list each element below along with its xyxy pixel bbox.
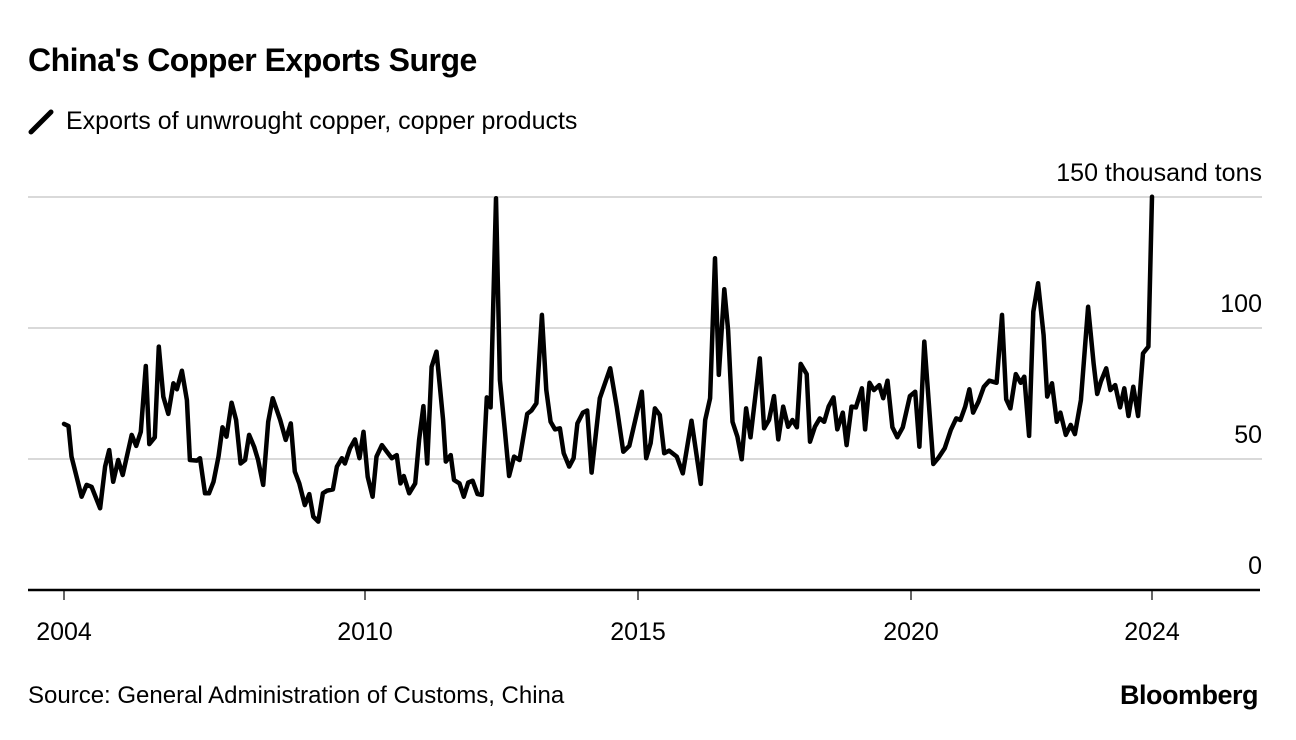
x-tick-label: 2024: [1124, 618, 1180, 646]
legend: Exports of unwrought copper, copper prod…: [28, 107, 577, 136]
x-tick-label: 2004: [36, 618, 92, 646]
x-tick-label: 2020: [883, 618, 939, 646]
x-tick-label: 2010: [337, 618, 393, 646]
y-tick-label: 150 thousand tons: [1056, 159, 1262, 187]
source-note: Source: General Administration of Custom…: [28, 682, 565, 709]
y-tick-label: 50: [1234, 421, 1262, 449]
legend-label: Exports of unwrought copper, copper prod…: [66, 107, 578, 135]
line-slash-icon: [28, 109, 54, 134]
series-line-copper-exports: [61, 194, 1155, 524]
chart-title: China's Copper Exports Surge: [28, 42, 477, 78]
x-tick-label: 2015: [610, 618, 666, 646]
y-tick-label: 100: [1220, 290, 1262, 318]
bloomberg-logo: Bloomberg: [1119, 680, 1259, 710]
y-tick-label: 0: [1248, 552, 1262, 580]
